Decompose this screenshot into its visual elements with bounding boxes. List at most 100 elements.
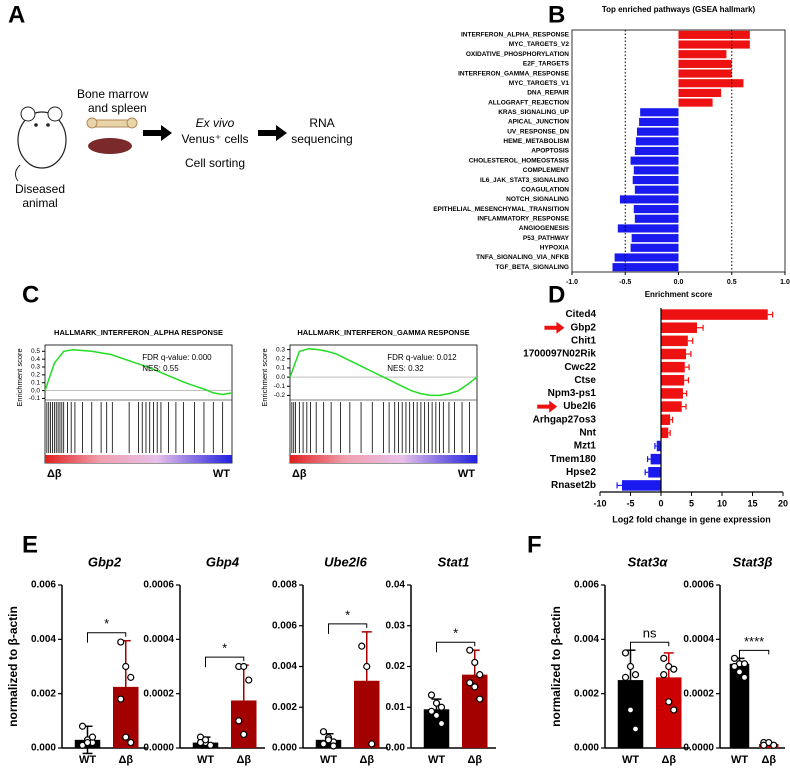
bar (636, 127, 679, 136)
category-label: Rnaset2b (551, 480, 596, 491)
highlight-arrow (537, 400, 558, 413)
y-tick-label: 0.2 (31, 372, 40, 379)
category-label: Chit1 (571, 335, 596, 346)
data-point (319, 728, 328, 736)
category-label: Hpse2 (566, 467, 596, 478)
panel-label: A (8, 1, 25, 28)
bar (621, 480, 661, 491)
bar (678, 50, 727, 59)
data-point (122, 662, 130, 671)
y-tick-label: 0.00 (386, 743, 406, 754)
organ-icons (86, 117, 138, 154)
bar (632, 175, 679, 185)
data-point (730, 662, 739, 671)
category-label: Nnt (579, 427, 596, 438)
y-tick-label: 0.0004 (683, 634, 714, 645)
category-label: Gbp2 (570, 322, 596, 333)
data-point (437, 719, 446, 728)
y-tick-label: 0.0006 (143, 580, 174, 591)
category-label: Cited4 (565, 309, 596, 320)
significance-label: * (104, 616, 109, 631)
significance-bracket (630, 641, 670, 653)
data-point (324, 736, 333, 744)
data-point (88, 733, 97, 741)
significance-label: * (453, 626, 458, 641)
bar (661, 322, 697, 333)
x-tick-label: -5 (626, 498, 634, 508)
x-tick-label: -10 (593, 498, 606, 508)
y-tick-label: 0.008 (272, 580, 297, 591)
category-label: INTERFERON_ALPHA_RESPONSE (461, 32, 570, 39)
x-end-label: Δβ (47, 468, 62, 480)
x-tick-label: Δβ (661, 754, 676, 766)
data-point (432, 711, 441, 720)
x-tick-label: WT (79, 754, 96, 766)
significance-label: * (222, 641, 227, 656)
x-tick-label: WT (731, 754, 748, 766)
bar (661, 361, 685, 373)
data-point (83, 738, 92, 747)
y-tick-label: 0.004 (574, 634, 599, 645)
x-end-label: WT (458, 468, 475, 480)
y-tick-label: 0.006 (574, 580, 599, 591)
y-tick-label: -0.1 (274, 383, 286, 390)
y-tick-label: 0.5 (31, 348, 40, 355)
category-label: DNA_REPAIR (527, 90, 569, 97)
data-point (240, 662, 248, 671)
data-point (245, 676, 253, 684)
es-curve (289, 347, 478, 397)
category-label: Npm3-ps1 (548, 388, 597, 399)
diagram-text: Diseased (15, 182, 65, 196)
diagram-text: Ex vivo (196, 116, 235, 130)
bar (634, 185, 679, 194)
chart-title: Gbp2 (88, 554, 122, 569)
y-tick-label: 0.2 (276, 355, 285, 362)
data-point (730, 654, 739, 662)
x-tick-label: -0.5 (619, 279, 631, 286)
category-label: Arhgap27os3 (533, 414, 597, 425)
data-point (437, 703, 446, 711)
data-point (466, 646, 474, 654)
category-label: TNFA_SIGNALING_VIA_NFKB (476, 254, 569, 261)
data-point (427, 707, 436, 715)
bar (661, 309, 768, 320)
y-tick-label: 0.000 (272, 743, 297, 754)
data-point (329, 742, 338, 750)
x-tick-label: 0 (658, 498, 663, 508)
category-label: TGF_BETA_SIGNALING (495, 264, 569, 271)
data-point (471, 683, 479, 691)
panel-label: B (548, 1, 565, 28)
category-label: INTERFERON_GAMMA_RESPONSE (458, 70, 570, 77)
category-label: Mzt1 (574, 441, 597, 452)
x-tick-label: -1.0 (566, 279, 578, 286)
y-tick-label: 0.3 (276, 346, 285, 353)
bar (648, 467, 661, 478)
y-tick-label: 0.01 (386, 702, 406, 713)
diagram-text: RNA (309, 116, 334, 130)
category-label: APOPTOSIS (531, 148, 569, 155)
x-tick-label: 0.5 (727, 279, 737, 286)
panel-label: E (22, 531, 38, 558)
y-tick-label: 0.04 (386, 580, 406, 591)
chart-title: Ube2l6 (324, 554, 367, 569)
bar (640, 108, 679, 117)
y-tick-label: 0.4 (31, 356, 40, 363)
category-label: COMPLEMENT (523, 167, 569, 174)
y-tick-label: 0.02 (386, 661, 406, 672)
y-axis-label: normalized to β-actin (6, 606, 20, 727)
category-label: NOTCH_SIGNALING (506, 196, 569, 203)
significance-bracket (87, 632, 127, 643)
x-tick-label: 10 (717, 498, 727, 508)
bar (634, 146, 679, 156)
significance-bracket (436, 641, 476, 653)
category-label: UV_RESPONSE_DN (507, 128, 569, 135)
bar (614, 253, 679, 262)
data-point (127, 673, 135, 681)
highlight-arrow (544, 321, 565, 334)
data-point (760, 741, 768, 749)
data-point (476, 671, 484, 679)
data-point (621, 673, 630, 681)
significance-bracket (328, 623, 368, 634)
x-tick-label: 15 (747, 498, 757, 508)
